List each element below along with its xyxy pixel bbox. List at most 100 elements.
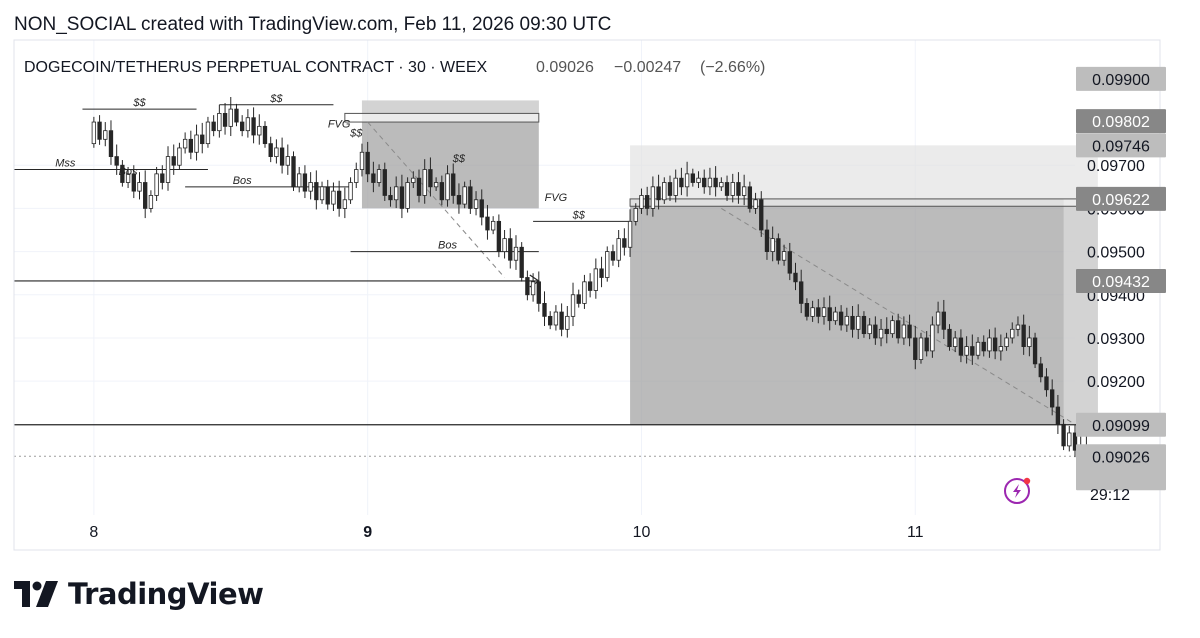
candle-body (747, 186, 753, 209)
candle-body (160, 173, 165, 183)
candle-body (627, 220, 633, 248)
price-badge-label: 0.09900 (1092, 72, 1150, 89)
candle-body (633, 208, 638, 222)
candle-body (964, 346, 969, 356)
candle-body (867, 324, 872, 335)
candle-body (325, 186, 330, 205)
annotation-label: Mss (55, 158, 76, 170)
candle-body (1044, 376, 1049, 391)
candle-body (833, 311, 838, 322)
candle-body (439, 182, 444, 201)
candle-body (422, 169, 427, 196)
candle-body (804, 303, 810, 317)
annotation-label: $$ (452, 153, 466, 165)
candle-body (616, 238, 621, 261)
legend-change: −0.00247 (614, 59, 681, 76)
candle-body (593, 268, 599, 291)
candle-body (645, 195, 650, 209)
candle-body (394, 186, 399, 201)
price-badge (1076, 186, 1166, 211)
candle-body (713, 177, 718, 188)
price-badges: 0.09900 0.09802 0.09746 0.09622 0.09432 0.090… (1076, 66, 1166, 491)
candle-body (445, 173, 450, 201)
candle-body (553, 311, 559, 326)
countdown-label: 29:12 (1090, 487, 1130, 504)
candle-body (764, 229, 770, 252)
candle-body (143, 182, 148, 209)
candle-body (234, 108, 239, 123)
fvg-box (344, 112, 540, 123)
candle-body (565, 315, 570, 330)
candle-body (331, 190, 336, 205)
candle-body (285, 156, 290, 166)
candle-body (359, 151, 365, 170)
price-badge (1076, 109, 1166, 134)
candle-body (622, 238, 627, 248)
x-tick-label: 11 (907, 524, 924, 541)
candle-body (411, 177, 416, 183)
candle-body (958, 337, 964, 356)
candle-body (781, 251, 787, 261)
candle-body (365, 151, 370, 175)
candle-body (279, 147, 285, 166)
alert-icon[interactable] (1004, 477, 1031, 504)
candle-body (348, 182, 353, 201)
candle-body (291, 156, 296, 188)
candle-body (131, 173, 136, 192)
candle-body (913, 337, 918, 360)
candle-body (998, 346, 1004, 352)
candle-body (587, 281, 593, 291)
zones (344, 100, 1099, 425)
candle-body (884, 328, 889, 335)
candle-body (388, 195, 393, 201)
legend-symbol[interactable]: DOGECOIN/TETHERUS PERPETUAL CONTRACT · 3… (24, 59, 488, 76)
annotation-label: $$ (269, 93, 283, 105)
candle-body (468, 186, 473, 209)
candle-body (405, 182, 410, 209)
candle-body (570, 294, 576, 317)
candle-body (793, 272, 798, 283)
tradingview-logo[interactable]: TradingView (14, 574, 264, 614)
candle-body (177, 147, 182, 166)
candle-body (148, 195, 154, 209)
candle-body (125, 173, 131, 183)
candle-body (188, 138, 194, 153)
candle-body (673, 177, 678, 196)
candle-body (759, 199, 764, 231)
candle-body (91, 121, 97, 145)
candle-body (1010, 328, 1015, 339)
candle-body (1015, 324, 1021, 330)
candle-body (490, 220, 496, 231)
candle-body (211, 121, 216, 132)
candle-body (702, 177, 707, 188)
candle-body (787, 251, 792, 274)
candle-body (308, 182, 313, 192)
candle-body (462, 186, 467, 205)
candle-body (901, 324, 907, 339)
candle-body (679, 177, 684, 188)
candle-body (274, 147, 279, 157)
candle-body (371, 173, 376, 183)
candle-body (799, 281, 804, 304)
candle-body (171, 156, 176, 166)
candle-body (924, 337, 929, 352)
legend-change-pct: (−2.66%) (700, 59, 765, 76)
candle-body (690, 173, 695, 183)
price-badge (1076, 66, 1166, 91)
candle-body (890, 320, 895, 335)
annotation-label: $$ (572, 209, 586, 221)
candle-body (433, 182, 439, 188)
candle-body (684, 173, 690, 188)
candle-body (1032, 337, 1038, 365)
x-tick-label: 8 (89, 524, 98, 541)
y-tick-label: 0.09500 (1087, 245, 1145, 262)
candle-body (753, 199, 758, 209)
candle-body (776, 238, 781, 261)
candle-body (342, 199, 348, 209)
candle-body (907, 324, 912, 339)
candle-body (656, 186, 661, 201)
candle-body (856, 315, 861, 330)
candle-body (354, 169, 359, 183)
price-badge (1076, 444, 1166, 491)
